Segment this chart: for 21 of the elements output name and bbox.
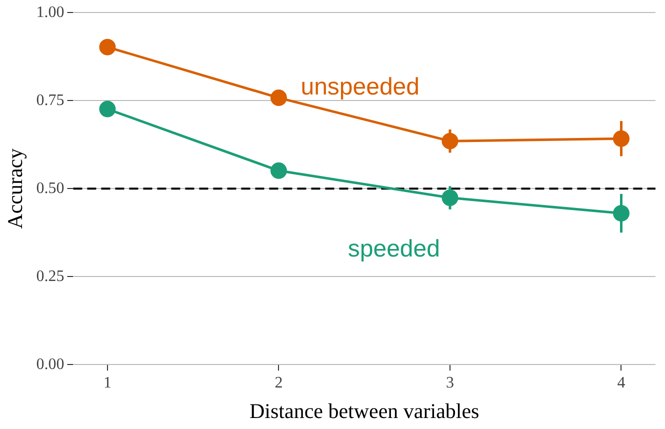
- y-tick-label: 0.75: [36, 92, 64, 109]
- y-tick-label: 1.00: [36, 4, 64, 21]
- x-tick-label: 1: [103, 374, 112, 392]
- x-tick-label: 3: [446, 374, 454, 392]
- point: [442, 190, 458, 206]
- x-tick-label: 2: [274, 374, 283, 392]
- point: [99, 100, 116, 118]
- point: [99, 38, 116, 56]
- y-tick-label: 0.00: [36, 356, 64, 373]
- point: [270, 162, 287, 179]
- x-axis-title: Distance between variables: [249, 398, 480, 423]
- point: [612, 204, 630, 222]
- point: [270, 90, 287, 106]
- series-label: speeded: [348, 235, 440, 262]
- point: [442, 132, 458, 150]
- series-label: unspeeded: [300, 73, 420, 100]
- y-axis-title: Accuracy: [3, 148, 28, 229]
- y-tick-label: 0.25: [36, 268, 64, 285]
- point: [612, 130, 630, 147]
- x-tick-label: 4: [617, 374, 626, 392]
- y-tick-label: 0.50: [36, 180, 64, 197]
